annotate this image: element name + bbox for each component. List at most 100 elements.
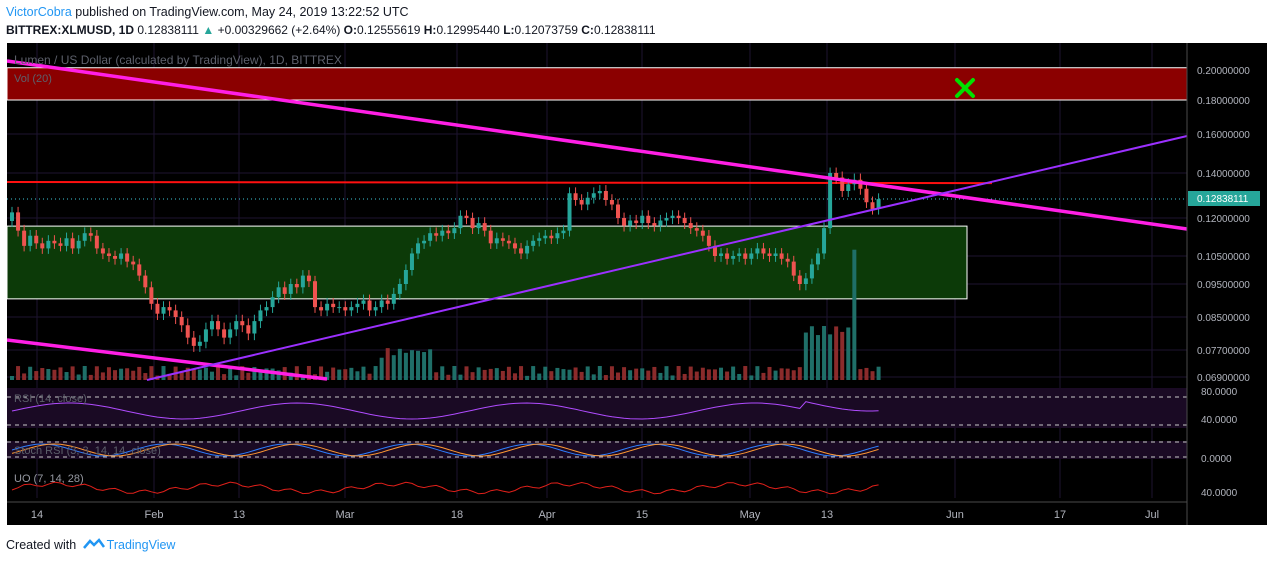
volume-bar (416, 350, 421, 380)
tradingview-brand-link[interactable]: TradingView (106, 538, 176, 552)
candle (506, 240, 511, 244)
candle (252, 321, 257, 334)
volume-bar (270, 368, 275, 380)
rsi-label: RSI (14, close) (14, 393, 87, 405)
volume-bar (367, 373, 372, 380)
candle (512, 243, 517, 249)
candle (646, 215, 651, 224)
volume-bar (646, 370, 651, 380)
range-zone (7, 225, 968, 300)
volume-bar (434, 372, 439, 380)
price-tick-label: 0.08500000 (1197, 313, 1250, 324)
candle (209, 321, 214, 330)
price-tick-label: 0.18000000 (1197, 96, 1250, 107)
uo-line (11, 481, 879, 495)
volume-bar (737, 373, 742, 380)
volume-bar (725, 371, 730, 380)
volume-bar (622, 367, 627, 380)
ascending-trendline (146, 135, 1188, 381)
volume-bar (391, 355, 396, 380)
candle (634, 220, 639, 224)
candle (694, 228, 699, 231)
volume-bar (779, 368, 784, 380)
volume-bars (10, 249, 881, 380)
volume-bar (428, 349, 433, 380)
candle (58, 243, 63, 246)
candle (137, 264, 142, 276)
candle (767, 253, 772, 256)
candle (409, 253, 414, 270)
volume-bar (494, 368, 499, 380)
candle (373, 307, 378, 311)
volume-bar (731, 366, 736, 380)
volume-bar (422, 352, 427, 380)
price-tick-label: 0.07700000 (1197, 346, 1250, 357)
candle (28, 235, 33, 246)
volume-bar (785, 368, 790, 380)
volume-bar (349, 367, 354, 380)
candle (119, 253, 124, 259)
candle (809, 264, 814, 279)
candle (325, 303, 330, 311)
candle (616, 204, 620, 218)
volume-bar (52, 369, 57, 380)
candle (246, 325, 251, 334)
candle (185, 325, 190, 338)
chart-area[interactable]: 0.20000000 0.18000000 0.16000000 0.14000000… (7, 43, 1267, 525)
time-tick-label: 15 (636, 509, 648, 521)
descending-trendline (7, 59, 1188, 231)
volume-bar (373, 366, 378, 380)
candles (10, 167, 881, 352)
volume-bar (767, 366, 772, 380)
candle (179, 317, 184, 326)
last-price: 0.12838111 (137, 23, 199, 37)
volume-bar (34, 371, 39, 380)
uo-label: UO (7, 14, 28) (14, 473, 84, 485)
candle (628, 220, 633, 226)
volume-bar (761, 372, 766, 380)
candle (561, 230, 566, 234)
volume-bar (555, 367, 560, 380)
chart-canvas[interactable]: 0.20000000 0.18000000 0.16000000 0.14000000… (7, 43, 1267, 525)
volume-bar (579, 371, 584, 380)
author-link[interactable]: VictorCobra (6, 5, 72, 19)
candle (791, 261, 796, 276)
volume-bar (203, 367, 208, 380)
candle (106, 253, 111, 256)
price-tick-label: 0.12000000 (1197, 214, 1250, 225)
time-tick-label: 14 (31, 509, 43, 521)
candle (870, 202, 875, 209)
candle (313, 281, 317, 308)
volume-bar (603, 375, 608, 380)
volume-bar (719, 367, 724, 380)
candle (143, 275, 148, 288)
candle (222, 329, 227, 338)
publication-line: VictorCobra published on TradingView.com… (6, 5, 409, 19)
volume-bar (46, 369, 51, 380)
volume-bar (22, 373, 27, 380)
time-tick-label: 13 (821, 509, 833, 521)
candle (785, 258, 790, 262)
candle (197, 341, 202, 346)
candle (749, 253, 754, 259)
volume-bar (94, 366, 99, 380)
volume-bar (276, 370, 281, 380)
volume-bar (876, 366, 881, 380)
candle (343, 307, 348, 311)
volume-bar (464, 366, 469, 380)
ohlc-low-label: L: (503, 23, 515, 37)
candle (288, 284, 293, 294)
volume-bar (446, 374, 451, 380)
price-badge-text: 0.12838111 (1197, 194, 1249, 205)
price-badge (1188, 191, 1260, 206)
candle (682, 218, 687, 224)
volume-bar (119, 368, 124, 380)
rsi-tick-label: 40.0000 (1201, 415, 1238, 426)
candle (440, 230, 445, 236)
candle (428, 233, 433, 241)
volume-bar (403, 352, 408, 380)
candle (525, 245, 530, 254)
volume-bar (106, 367, 111, 380)
volume-bar (828, 334, 833, 380)
volume-bar (628, 370, 633, 380)
